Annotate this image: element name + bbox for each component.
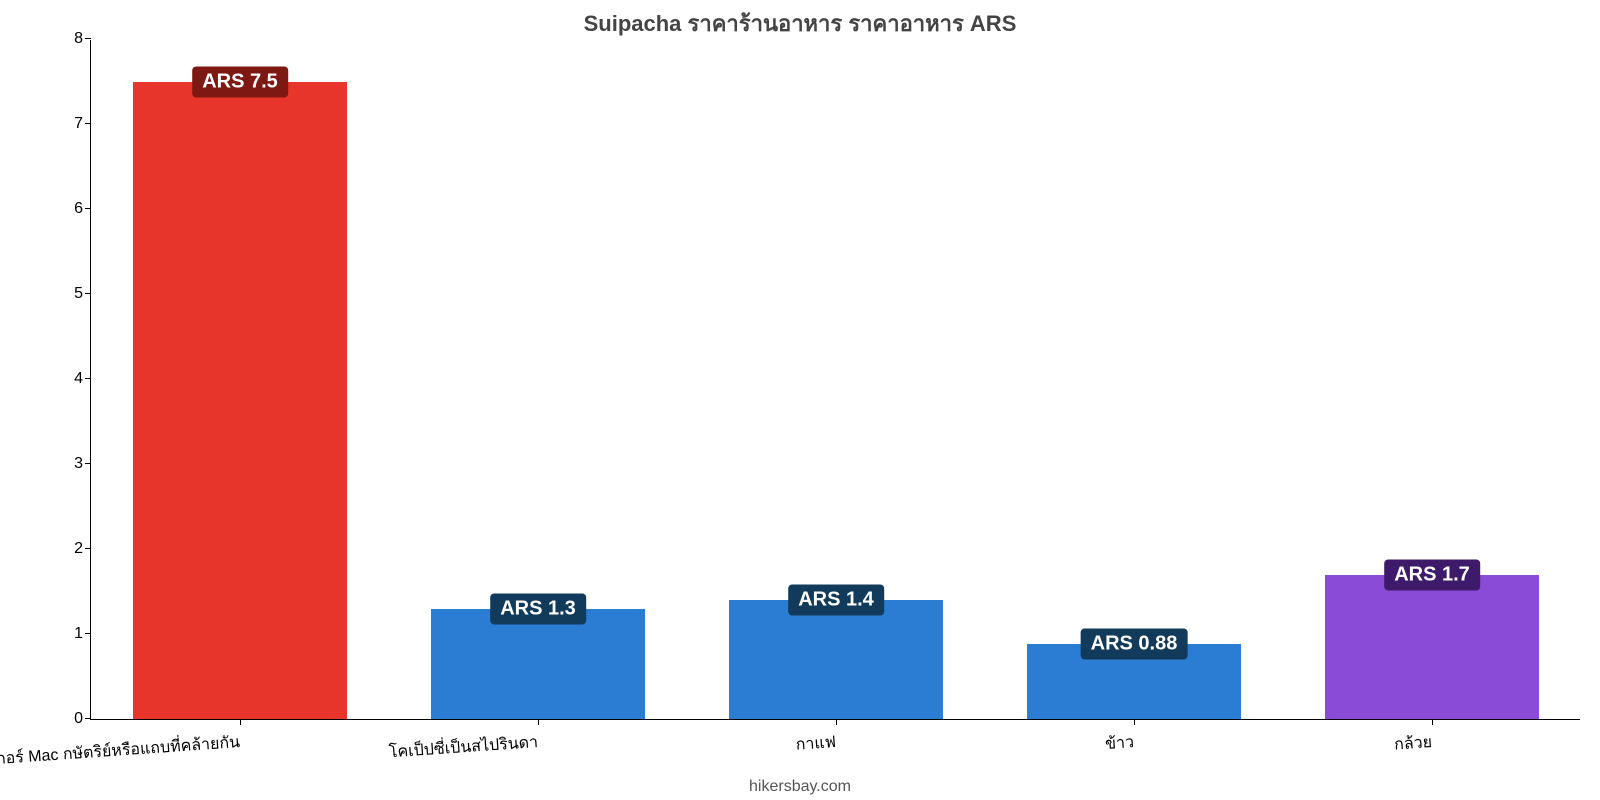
x-tick-label: เบอร์เกอร์ Mac กษัตริย์หรือแถบที่คล้ายกั… (0, 730, 241, 775)
y-tick-label: 0 (35, 710, 83, 728)
y-tick-mark (85, 463, 91, 464)
y-tick-mark (85, 378, 91, 379)
value-badge: ARS 7.5 (192, 66, 288, 97)
x-tick-mark (1432, 719, 1433, 725)
bar (1325, 575, 1540, 720)
y-tick-label: 5 (35, 285, 83, 303)
x-tick-label: ข้าว (1104, 730, 1135, 757)
x-tick-mark (1134, 719, 1135, 725)
y-tick-label: 7 (35, 115, 83, 133)
plot-area: 012345678ARS 7.5เบอร์เกอร์ Mac กษัตริย์ห… (90, 40, 1580, 720)
y-tick-mark (85, 38, 91, 39)
value-badge: ARS 0.88 (1081, 629, 1188, 660)
y-tick-mark (85, 718, 91, 719)
value-badge: ARS 1.7 (1384, 559, 1480, 590)
y-tick-label: 3 (35, 455, 83, 473)
bar (133, 82, 348, 720)
value-badge: ARS 1.4 (788, 585, 884, 616)
bar (431, 609, 646, 720)
y-tick-mark (85, 208, 91, 209)
bar (729, 600, 944, 719)
y-tick-label: 8 (35, 30, 83, 48)
y-tick-mark (85, 633, 91, 634)
y-tick-label: 6 (35, 200, 83, 218)
price-bar-chart: Suipacha ราคาร้านอาหาร ราคาอาหาร ARS 012… (0, 0, 1600, 800)
x-tick-label: โคเป็ปซี่เป็นสไปรินดา (388, 730, 539, 765)
y-tick-mark (85, 293, 91, 294)
x-tick-mark (836, 719, 837, 725)
y-tick-label: 4 (35, 370, 83, 388)
y-tick-label: 2 (35, 540, 83, 558)
attribution-text: hikersbay.com (0, 778, 1600, 796)
value-badge: ARS 1.3 (490, 593, 586, 624)
x-tick-mark (538, 719, 539, 725)
y-tick-mark (85, 123, 91, 124)
y-tick-mark (85, 548, 91, 549)
x-tick-label: กล้วย (1393, 730, 1433, 758)
chart-title: Suipacha ราคาร้านอาหาร ราคาอาหาร ARS (0, 6, 1600, 41)
x-tick-label: กาแฟ (795, 730, 837, 758)
y-tick-label: 1 (35, 625, 83, 643)
x-tick-mark (240, 719, 241, 725)
